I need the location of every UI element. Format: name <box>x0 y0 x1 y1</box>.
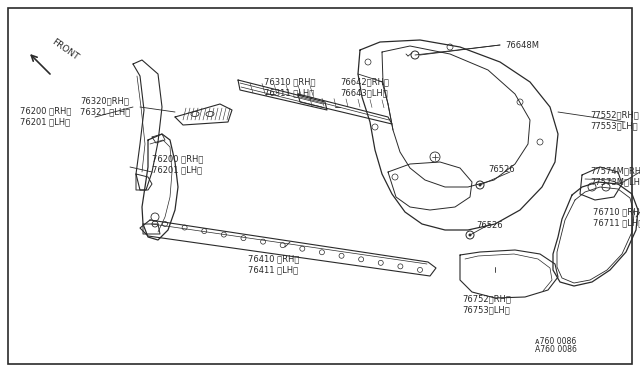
Text: 77574M〈RH〉
77573M〈LH〉: 77574M〈RH〉 77573M〈LH〉 <box>590 166 640 186</box>
Text: 76200 〈RH〉
76201 〈LH〉: 76200 〈RH〉 76201 〈LH〉 <box>20 106 72 126</box>
Text: 76526: 76526 <box>476 221 502 231</box>
Circle shape <box>468 234 472 237</box>
Text: 76526: 76526 <box>488 166 515 174</box>
Text: FRONT: FRONT <box>50 38 80 62</box>
Text: 77552〈RH〉
77553〈LH〉: 77552〈RH〉 77553〈LH〉 <box>590 110 639 130</box>
Text: 76648M: 76648M <box>505 42 539 51</box>
Text: 76410 〈RH〉
76411 〈LH〉: 76410 〈RH〉 76411 〈LH〉 <box>248 254 300 274</box>
Text: 76710 〈RH〉
76711 〈LH〉: 76710 〈RH〉 76711 〈LH〉 <box>593 207 640 227</box>
Text: 76310 〈RH〉
76311 〈LH〉: 76310 〈RH〉 76311 〈LH〉 <box>264 77 316 97</box>
Text: 76752〈RH〉
76753〈LH〉: 76752〈RH〉 76753〈LH〉 <box>462 294 511 314</box>
Circle shape <box>479 183 481 186</box>
Text: 76320〈RH〉
76321 〈LH〉: 76320〈RH〉 76321 〈LH〉 <box>80 96 131 116</box>
Text: A760 0086: A760 0086 <box>535 346 577 355</box>
Text: 76200 〈RH〉
76201 〈LH〉: 76200 〈RH〉 76201 〈LH〉 <box>152 154 204 174</box>
Text: 76642〈RH〉
76643〈LH〉: 76642〈RH〉 76643〈LH〉 <box>340 77 389 97</box>
Text: ᴀ760 0086: ᴀ760 0086 <box>535 337 576 346</box>
